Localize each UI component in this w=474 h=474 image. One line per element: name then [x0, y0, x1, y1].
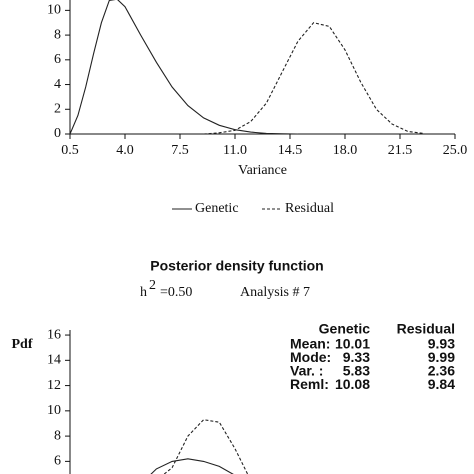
- stats-value: 9.84: [428, 376, 455, 392]
- stats-value: 9.33: [343, 349, 370, 365]
- y-tick-label: 14: [47, 353, 61, 368]
- subtitle-analysis: Analysis # 7: [240, 285, 310, 300]
- stats-label: Mean:: [290, 336, 330, 352]
- y-tick-label: 6: [54, 52, 61, 67]
- y-tick-label: 16: [47, 327, 61, 342]
- x-tick-label: 4.0: [116, 143, 134, 158]
- subtitle-rest: =0.50: [160, 285, 192, 300]
- y-tick-label: 6: [54, 454, 61, 469]
- stats-value: 10.01: [335, 336, 370, 352]
- series-line: [203, 22, 424, 134]
- legend-label: Residual: [285, 201, 334, 216]
- y-tick-label: 0: [54, 126, 61, 141]
- stats-label: Var. :: [290, 363, 323, 379]
- y-tick-label: 10: [47, 403, 61, 418]
- subtitle-base: h: [140, 285, 147, 300]
- y-tick-label: 12: [47, 378, 61, 393]
- x-tick-label: 14.5: [278, 143, 303, 158]
- chart-title: Posterior density function: [150, 258, 323, 274]
- stats-header: Residual: [397, 321, 455, 337]
- y-tick-label: 8: [54, 27, 61, 42]
- y-tick-label: 4: [54, 77, 61, 92]
- stats-header: Genetic: [319, 321, 371, 337]
- x-tick-label: 11.0: [223, 143, 247, 158]
- x-tick-label: 7.5: [171, 143, 189, 158]
- stats-label: Reml:: [290, 376, 329, 392]
- stats-value: 9.99: [428, 349, 455, 365]
- y-tick-label: 2: [54, 101, 61, 116]
- series-line: [150, 458, 234, 474]
- stats-value: 10.08: [335, 376, 370, 392]
- stats-label: Mode:: [290, 349, 331, 365]
- x-tick-label: 18.0: [333, 143, 358, 158]
- series-line: [163, 419, 249, 474]
- x-tick-label: 0.5: [61, 143, 79, 158]
- stats-value: 2.36: [428, 363, 455, 379]
- series-line: [70, 0, 298, 134]
- stats-value: 9.93: [428, 336, 455, 352]
- subtitle-sup: 2: [149, 278, 156, 293]
- stats-value: 5.83: [343, 363, 370, 379]
- y-tick-label: 10: [47, 3, 61, 18]
- x-tick-label: 21.5: [388, 143, 413, 158]
- x-axis-label: Variance: [238, 163, 287, 178]
- legend-label: Genetic: [195, 201, 239, 216]
- y-tick-label: 8: [54, 428, 61, 443]
- x-tick-label: 25.0: [443, 143, 468, 158]
- y-axis-label: Pdf: [12, 337, 33, 352]
